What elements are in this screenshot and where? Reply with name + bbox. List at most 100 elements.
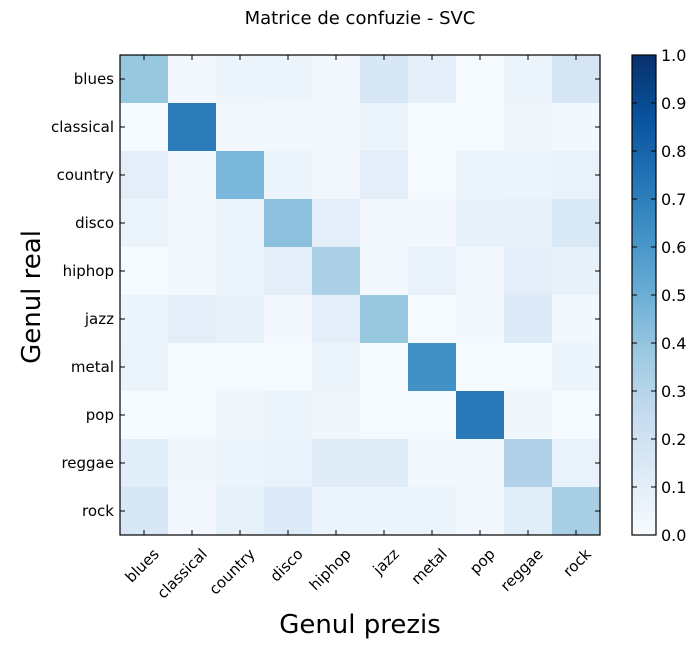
- heatmap-cell: [120, 151, 169, 200]
- colorbar-tick-label: 0.9: [661, 94, 686, 113]
- x-tick-label: rock: [559, 545, 595, 581]
- heatmap-cell: [408, 439, 457, 488]
- heatmap-cell: [312, 439, 361, 488]
- heatmap-cell: [312, 343, 361, 392]
- heatmap-cell: [120, 199, 169, 248]
- heatmap-cell: [360, 295, 409, 344]
- heatmap-cell: [552, 103, 601, 152]
- heatmap-cell: [168, 343, 217, 392]
- heatmap-cell: [168, 391, 217, 440]
- y-tick-labels: blues classical country disco hiphop jazz meta…: [51, 70, 600, 520]
- heatmap-cell: [216, 247, 265, 296]
- colorbar-tick-label: 0.8: [661, 142, 686, 161]
- heatmap-cell: [216, 295, 265, 344]
- heatmap-cell: [360, 199, 409, 248]
- colorbar-tick-label: 0.1: [661, 478, 686, 497]
- heatmap-cell: [264, 391, 313, 440]
- heatmap-cell: [456, 487, 505, 536]
- heatmap-cell: [504, 487, 553, 536]
- x-tick-label: jazz: [369, 545, 403, 579]
- heatmap-cell: [168, 439, 217, 488]
- heatmap-cell: [216, 199, 265, 248]
- heatmap-cell: [168, 247, 217, 296]
- heatmap-cell: [456, 151, 505, 200]
- heatmap-cell: [552, 247, 601, 296]
- heatmap-cell: [168, 103, 217, 152]
- heatmap-cell: [456, 103, 505, 152]
- heatmap-cell: [552, 391, 601, 440]
- colorbar-tick-label: 0.6: [661, 238, 686, 257]
- x-tick-label: pop: [466, 545, 499, 578]
- heatmap-cell: [264, 343, 313, 392]
- heatmap-cell: [264, 103, 313, 152]
- heatmap-cell: [456, 343, 505, 392]
- heatmap-cell: [504, 343, 553, 392]
- x-tick-label: hiphop: [306, 545, 355, 594]
- heatmap-cell: [456, 391, 505, 440]
- heatmap-cell: [504, 295, 553, 344]
- colorbar-tick-label: 0.5: [661, 286, 686, 305]
- heatmap-cell: [504, 103, 553, 152]
- heatmap-cell: [504, 199, 553, 248]
- heatmap-cell: [312, 55, 361, 104]
- heatmap-cell: [120, 55, 169, 104]
- heatmap-cell: [408, 391, 457, 440]
- heatmap-cell: [504, 55, 553, 104]
- heatmap-cell: [264, 199, 313, 248]
- y-axis-label: Genul real: [17, 230, 47, 364]
- plot-frame: [119, 54, 601, 536]
- heatmap-cell: [120, 391, 169, 440]
- heatmap-cell: [264, 151, 313, 200]
- y-tick-label: blues: [74, 70, 114, 88]
- heatmap-cell: [360, 151, 409, 200]
- heatmap-cell: [360, 55, 409, 104]
- heatmap-cell: [360, 391, 409, 440]
- heatmap-cell: [168, 55, 217, 104]
- heatmap-cell: [408, 487, 457, 536]
- heatmap-cell: [216, 391, 265, 440]
- heatmap-cell: [120, 439, 169, 488]
- heatmap-cell: [408, 247, 457, 296]
- colorbar-tick-label: 0.0: [661, 526, 686, 545]
- heatmap-cell: [120, 103, 169, 152]
- heatmap-cell: [168, 295, 217, 344]
- heatmap-cell: [168, 199, 217, 248]
- heatmap-cell: [552, 151, 601, 200]
- heatmap-cell: [264, 295, 313, 344]
- x-tick-label: classical: [153, 545, 210, 602]
- heatmap-cell: [120, 487, 169, 536]
- heatmap-cell: [408, 151, 457, 200]
- heatmap-cell: [360, 103, 409, 152]
- y-tick-label: disco: [75, 214, 114, 232]
- heatmap-cell: [456, 439, 505, 488]
- y-tick-label: metal: [71, 358, 114, 376]
- x-tick-label: blues: [122, 545, 163, 586]
- heatmap-cell: [312, 151, 361, 200]
- heatmap-cell: [552, 295, 601, 344]
- y-tick-label: classical: [51, 118, 114, 136]
- heatmap-cell: [408, 103, 457, 152]
- x-axis-label: Genul prezis: [279, 610, 441, 640]
- heatmap-cell: [552, 487, 601, 536]
- heatmap-cell: [552, 199, 601, 248]
- heatmap-cell: [408, 343, 457, 392]
- x-tick-label: country: [205, 545, 258, 598]
- heatmap-cell: [552, 439, 601, 488]
- heatmap-cell: [216, 439, 265, 488]
- heatmap-cell: [264, 247, 313, 296]
- heatmap-cell: [408, 55, 457, 104]
- heatmap-cells: [120, 55, 601, 536]
- heatmap-cell: [216, 55, 265, 104]
- heatmap-cell: [456, 247, 505, 296]
- colorbar-ticks: 0.0 0.1 0.2 0.3 0.4 0.5 0.6 0.7 0.8 0.9 1.0: [632, 46, 686, 545]
- heatmap-cell: [504, 391, 553, 440]
- heatmap-cell: [504, 151, 553, 200]
- heatmap-cell: [312, 199, 361, 248]
- heatmap-cell: [120, 247, 169, 296]
- y-tick-label: reggae: [61, 454, 114, 472]
- heatmap-cell: [456, 199, 505, 248]
- heatmap-cell: [360, 487, 409, 536]
- colorbar-tick-label: 0.4: [661, 334, 686, 353]
- colorbar-tick-label: 0.3: [661, 382, 686, 401]
